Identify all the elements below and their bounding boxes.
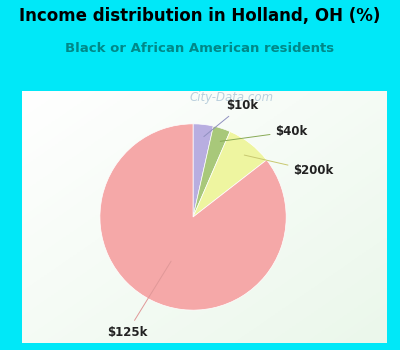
Text: $40k: $40k <box>220 125 308 141</box>
Text: $125k: $125k <box>107 261 171 338</box>
Text: $200k: $200k <box>244 155 334 177</box>
Wedge shape <box>193 126 230 217</box>
Text: Black or African American residents: Black or African American residents <box>66 42 334 55</box>
Wedge shape <box>193 124 213 217</box>
Text: Income distribution in Holland, OH (%): Income distribution in Holland, OH (%) <box>19 7 381 25</box>
Text: City-Data.com: City-Data.com <box>190 91 274 104</box>
Wedge shape <box>100 124 286 310</box>
Text: $10k: $10k <box>204 99 258 136</box>
Wedge shape <box>193 132 267 217</box>
